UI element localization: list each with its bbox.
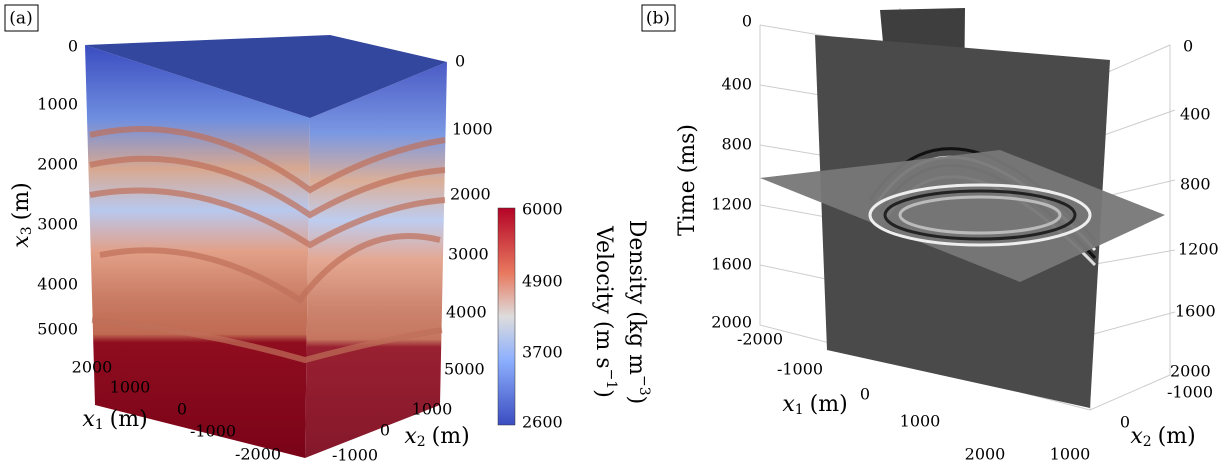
var: x: [782, 392, 795, 417]
sup: −1: [603, 369, 619, 390]
slice-time: [760, 150, 1165, 282]
tick-label: 800: [721, 135, 752, 154]
tick-label: -1000: [777, 360, 823, 379]
text: Velocity (m s: [591, 225, 616, 369]
label-box: [641, 4, 676, 32]
tick-label: 2000: [711, 313, 752, 332]
tick-label: 3000: [37, 215, 78, 234]
box-left-face: [85, 45, 310, 458]
sub: 3: [19, 226, 35, 235]
tick-label: 2000: [1170, 362, 1211, 381]
axis-title: x2 (m): [1130, 424, 1195, 450]
tick-label: 5000: [37, 320, 78, 339]
label-box: [4, 4, 39, 32]
tick-label: -1000: [332, 446, 378, 465]
tick-label: 800: [1180, 175, 1211, 194]
tick-label: 0: [1183, 37, 1193, 56]
tick-label: 0: [380, 421, 390, 440]
tick-label: 0: [860, 385, 870, 404]
unit: (m): [9, 182, 34, 220]
tick-label: 2000: [450, 185, 491, 204]
tick-label: 1600: [1175, 302, 1216, 321]
tick-label: 2000: [72, 358, 113, 377]
tick-label: -1000: [1167, 383, 1213, 402]
colorbar-title: Velocity (m s−1): [591, 225, 619, 398]
panel-label: (a): [9, 9, 32, 29]
tick-label: 4000: [37, 275, 78, 294]
sub: 2: [1143, 434, 1152, 450]
tick-label: 3000: [448, 245, 489, 264]
tick-label: 0: [455, 52, 465, 71]
tick-label: 5000: [444, 360, 485, 379]
unit: (m): [432, 424, 470, 449]
sub: 2: [417, 434, 426, 450]
var: x: [404, 424, 417, 449]
axis-title: Time (ms): [675, 124, 700, 236]
sup: −3: [636, 375, 652, 396]
axis-title: x1 (m): [782, 392, 847, 418]
end: ): [591, 389, 616, 398]
var: x: [9, 235, 34, 248]
sub: 1: [95, 417, 104, 433]
seismic-rings: [868, 183, 1092, 247]
var: x: [1130, 424, 1143, 449]
tick-label: 1200: [1178, 240, 1219, 259]
var: x: [82, 407, 95, 432]
tick-label: 1000: [412, 400, 453, 419]
tick-label: 4000: [446, 303, 487, 322]
tick-label: 0: [68, 37, 78, 56]
text: Density (kg m: [624, 220, 649, 375]
tick-label: 0: [177, 400, 187, 419]
tick-label: -1000: [190, 422, 236, 441]
tick-label: 400: [721, 75, 752, 94]
tick-label: 4900: [522, 272, 563, 291]
tick-label: 0: [742, 12, 752, 31]
tick-label: -2000: [737, 330, 783, 349]
tick-label: 6000: [522, 200, 563, 219]
axis-title: x1 (m): [82, 407, 147, 433]
tick-label: 1600: [711, 255, 752, 274]
tick-label: 1000: [452, 120, 493, 139]
tick-label: 1000: [1050, 445, 1091, 464]
tick-label: 2000: [965, 445, 1006, 464]
tick-label: 3700: [522, 343, 563, 362]
tick-label: 2600: [522, 413, 563, 432]
end: ): [624, 396, 649, 405]
axis-title: x2 (m): [404, 424, 469, 450]
tick-label: -2000: [235, 445, 281, 464]
layers: [89, 126, 446, 364]
tick-label: 0: [1120, 413, 1130, 432]
panel-label: (b): [646, 9, 670, 29]
axis-title: x3 (m): [9, 182, 35, 247]
tick-label: 400: [1180, 105, 1211, 124]
box-top-face: [85, 35, 447, 118]
unit: (m): [810, 392, 848, 417]
unit: (m): [110, 407, 148, 432]
sub: 1: [795, 402, 804, 418]
tick-label: 2000: [37, 155, 78, 174]
tick-label: 1000: [37, 95, 78, 114]
unit: (m): [1158, 424, 1196, 449]
box-right-face: [305, 62, 447, 458]
tick-label: 1000: [900, 412, 941, 431]
tick-label: 1200: [711, 195, 752, 214]
colorbar: [497, 207, 516, 426]
tick-label: 1000: [110, 378, 151, 397]
colorbar-title: Density (kg m−3): [624, 220, 652, 405]
